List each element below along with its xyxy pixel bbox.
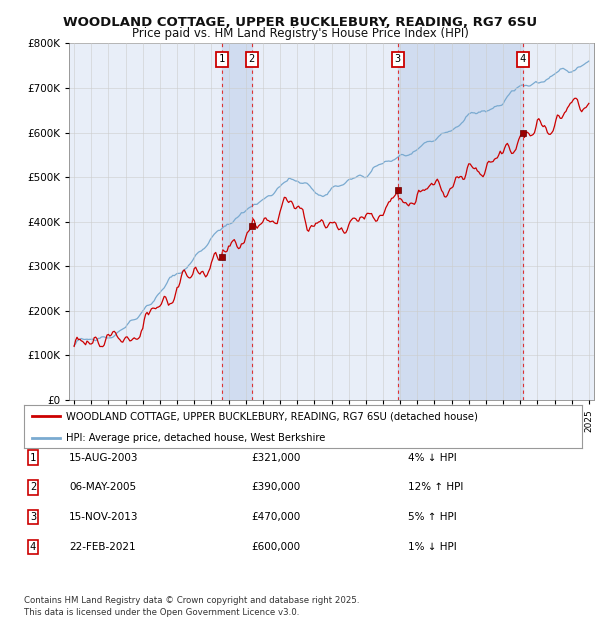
Text: 4: 4 [30, 542, 36, 552]
Text: 3: 3 [30, 512, 36, 522]
Bar [398, 43, 523, 400]
Text: 4: 4 [520, 55, 526, 64]
Text: 1% ↓ HPI: 1% ↓ HPI [408, 542, 457, 552]
Text: HPI: Average price, detached house, West Berkshire: HPI: Average price, detached house, West… [66, 433, 325, 443]
Text: 15-AUG-2003: 15-AUG-2003 [69, 453, 139, 463]
Text: WOODLAND COTTAGE, UPPER BUCKLEBURY, READING, RG7 6SU: WOODLAND COTTAGE, UPPER BUCKLEBURY, READ… [63, 16, 537, 29]
Text: £390,000: £390,000 [251, 482, 301, 492]
Text: Price paid vs. HM Land Registry's House Price Index (HPI): Price paid vs. HM Land Registry's House … [131, 27, 469, 40]
Text: 15-NOV-2013: 15-NOV-2013 [69, 512, 139, 522]
Bar [222, 43, 252, 400]
Text: 1: 1 [219, 55, 225, 64]
Text: 2: 2 [30, 482, 36, 492]
Text: £470,000: £470,000 [251, 512, 301, 522]
Text: 2: 2 [248, 55, 255, 64]
Text: 22-FEB-2021: 22-FEB-2021 [69, 542, 136, 552]
Text: Contains HM Land Registry data © Crown copyright and database right 2025.
This d: Contains HM Land Registry data © Crown c… [24, 596, 359, 617]
Text: £600,000: £600,000 [251, 542, 301, 552]
Text: 4% ↓ HPI: 4% ↓ HPI [408, 453, 457, 463]
Text: 06-MAY-2005: 06-MAY-2005 [69, 482, 136, 492]
Text: 12% ↑ HPI: 12% ↑ HPI [408, 482, 463, 492]
Text: £321,000: £321,000 [251, 453, 301, 463]
Text: 1: 1 [30, 453, 36, 463]
Text: 3: 3 [395, 55, 401, 64]
Text: 5% ↑ HPI: 5% ↑ HPI [408, 512, 457, 522]
Text: WOODLAND COTTAGE, UPPER BUCKLEBURY, READING, RG7 6SU (detached house): WOODLAND COTTAGE, UPPER BUCKLEBURY, READ… [66, 412, 478, 422]
